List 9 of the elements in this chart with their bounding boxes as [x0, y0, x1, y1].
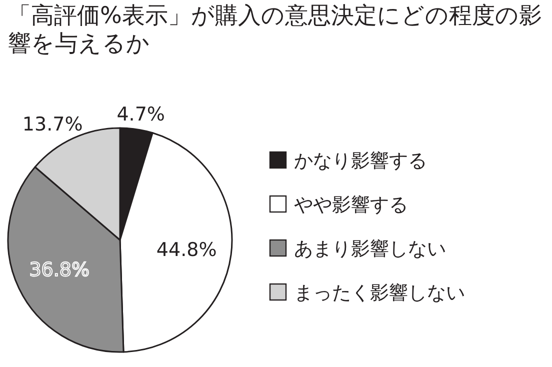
legend-label: やや影響する: [294, 194, 408, 216]
data-label: 4.7%: [116, 103, 165, 126]
data-label: 44.8%: [156, 238, 217, 261]
data-label: 13.7%: [22, 114, 83, 136]
data-label: 36.8%: [29, 258, 90, 281]
chart-title: 「高評価%表示」が購入の意思決定にどの程度の影響を与えるか: [8, 2, 543, 58]
legend-label: あまり影響しない: [294, 238, 446, 260]
legend-label: まったく影響しない: [294, 282, 465, 304]
legend-label: かなり影響する: [294, 150, 427, 172]
